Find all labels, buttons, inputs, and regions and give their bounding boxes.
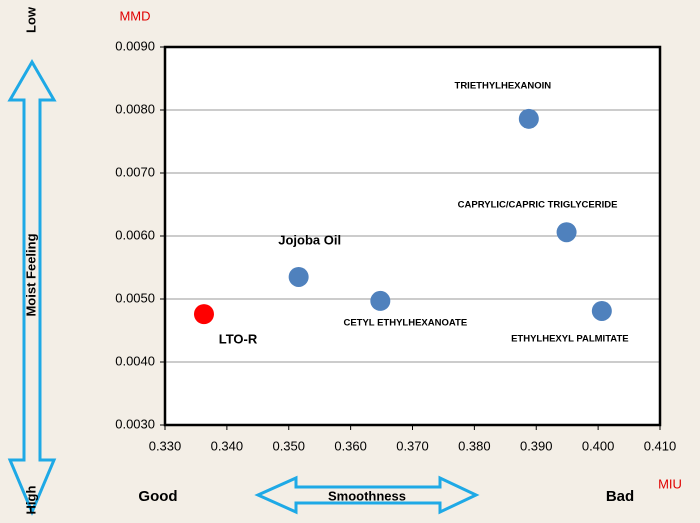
y-arrow — [7, 59, 57, 516]
x-left-label: Good — [138, 488, 177, 505]
x-arrow — [254, 475, 480, 515]
point-label: Jojoba Oil — [278, 232, 341, 247]
y-tick-label: 0.0040 — [115, 353, 155, 368]
x-tick-label: 0.350 — [272, 438, 305, 453]
y-tick-label: 0.0060 — [115, 227, 155, 242]
point — [193, 304, 214, 325]
point — [556, 222, 577, 243]
point — [370, 290, 391, 311]
x-tick-label: 0.360 — [334, 438, 367, 453]
point — [591, 300, 612, 321]
y-top-label: Low — [23, 6, 38, 33]
x-tick-label: 0.390 — [520, 438, 553, 453]
x-tick-label: 0.340 — [211, 438, 244, 453]
point-label: LTO-R — [219, 332, 258, 347]
y-tick-label: 0.0080 — [115, 101, 155, 116]
y-tick-label: 0.0030 — [115, 416, 155, 431]
y-unit: MMD — [119, 8, 150, 23]
point-label: TRIETHYLHEXANOIN — [455, 80, 552, 91]
x-tick-label: 0.410 — [644, 438, 677, 453]
y-bottom-label: High — [23, 486, 38, 515]
y-axis-label: Moist Feeling — [23, 233, 38, 316]
y-tick-label: 0.0050 — [115, 290, 155, 305]
x-tick-label: 0.370 — [396, 438, 429, 453]
x-tick-label: 0.380 — [458, 438, 491, 453]
y-tick-label: 0.0090 — [115, 38, 155, 53]
point — [518, 108, 539, 129]
x-tick-label: 0.330 — [149, 438, 182, 453]
x-axis-label: Smoothness — [328, 488, 406, 503]
x-tick-label: 0.400 — [582, 438, 615, 453]
point-label: ETHYLHEXYL PALMITATE — [511, 333, 629, 344]
x-right-label: Bad — [606, 488, 634, 505]
x-unit: MIU — [658, 476, 682, 491]
y-tick-label: 0.0070 — [115, 164, 155, 179]
point — [288, 266, 309, 287]
point-label: CETYL ETHYLHEXANOATE — [343, 317, 467, 328]
point-label: CAPRYLIC/CAPRIC TRIGLYCERIDE — [458, 200, 618, 211]
plot-border — [163, 45, 662, 427]
